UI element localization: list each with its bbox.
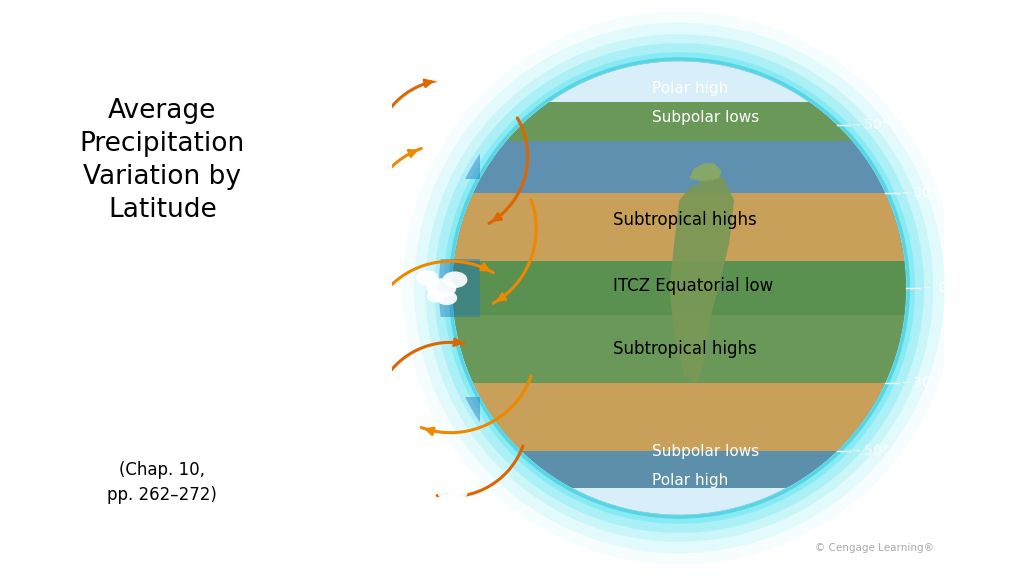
Ellipse shape	[447, 87, 469, 101]
Ellipse shape	[438, 86, 456, 98]
Ellipse shape	[426, 278, 457, 298]
Ellipse shape	[443, 52, 915, 524]
Ellipse shape	[454, 67, 479, 84]
Ellipse shape	[438, 494, 456, 506]
Bar	[453, 315, 906, 383]
Text: – 50°: – 50°	[853, 118, 889, 132]
Text: – 50°: – 50°	[853, 444, 889, 458]
Ellipse shape	[428, 475, 450, 490]
Text: Subtropical highs: Subtropical highs	[612, 340, 757, 358]
Text: ITCZ Equatorial low: ITCZ Equatorial low	[612, 276, 773, 295]
Text: – 30°: – 30°	[901, 376, 937, 390]
Ellipse shape	[434, 43, 924, 533]
Bar	[430, 460, 479, 515]
Bar	[453, 61, 906, 102]
Bar	[430, 259, 479, 317]
Bar	[430, 61, 479, 116]
Ellipse shape	[425, 34, 933, 542]
Bar	[453, 383, 906, 451]
Ellipse shape	[442, 271, 467, 288]
Ellipse shape	[436, 291, 457, 305]
Ellipse shape	[454, 475, 479, 492]
Bar	[430, 138, 479, 179]
Text: Subpolar lows: Subpolar lows	[651, 111, 759, 126]
Text: Subpolar lows: Subpolar lows	[651, 444, 759, 458]
Polygon shape	[689, 164, 722, 181]
Text: Subtropical highs: Subtropical highs	[612, 211, 757, 229]
Text: © Cengage Learning®: © Cengage Learning®	[815, 543, 934, 554]
Ellipse shape	[447, 495, 469, 509]
Text: (Chap. 10,
pp. 262–272): (Chap. 10, pp. 262–272)	[108, 461, 217, 504]
Bar	[453, 487, 906, 515]
Text: –  0°: – 0°	[923, 281, 954, 295]
Bar	[453, 193, 906, 261]
Polygon shape	[670, 173, 734, 383]
Bar	[453, 261, 906, 315]
Ellipse shape	[427, 290, 444, 302]
Ellipse shape	[453, 61, 906, 515]
Ellipse shape	[417, 270, 438, 286]
Ellipse shape	[437, 482, 468, 502]
Text: Average
Precipitation
Variation by
Latitude: Average Precipitation Variation by Latit…	[80, 98, 245, 223]
Ellipse shape	[414, 22, 944, 554]
Text: Polar high: Polar high	[651, 473, 728, 488]
Bar	[453, 451, 906, 487]
Ellipse shape	[428, 66, 450, 82]
Bar	[430, 397, 479, 438]
Text: – 30°: – 30°	[901, 186, 937, 200]
Bar	[453, 102, 906, 141]
Ellipse shape	[437, 74, 468, 94]
Bar	[453, 141, 906, 193]
Text: Polar high: Polar high	[651, 81, 728, 96]
